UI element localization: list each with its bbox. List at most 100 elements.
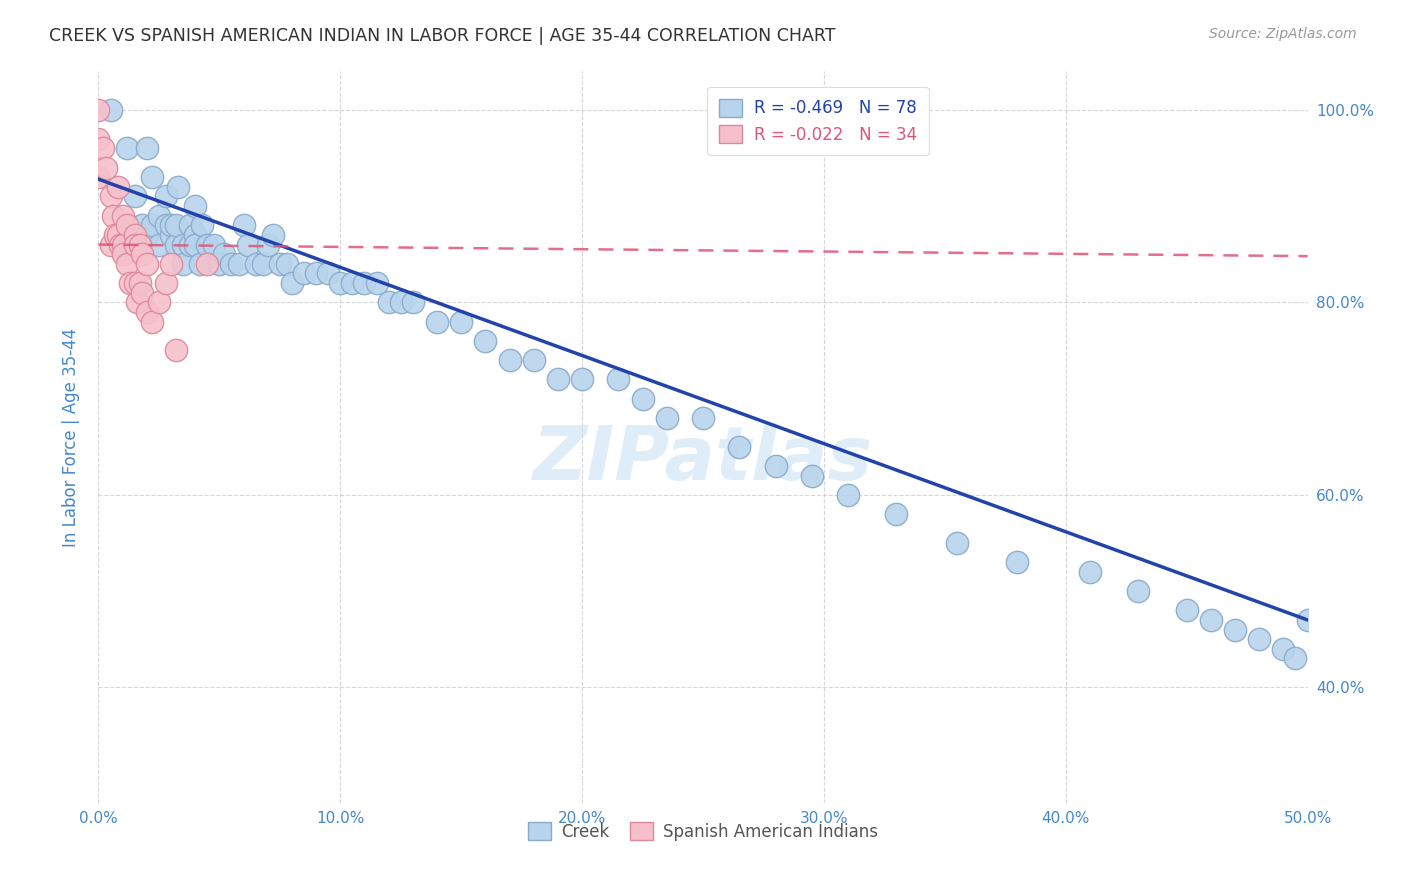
Point <box>111 237 134 252</box>
Point <box>837 488 859 502</box>
Point <box>117 219 139 233</box>
Point <box>571 372 593 386</box>
Point <box>252 257 274 271</box>
Point <box>212 247 235 261</box>
Point <box>165 343 187 358</box>
Point <box>91 141 114 155</box>
Point <box>655 410 678 425</box>
Point <box>131 285 153 300</box>
Point <box>765 458 787 473</box>
Point <box>124 237 146 252</box>
Point <box>108 237 131 252</box>
Point <box>107 227 129 242</box>
Point <box>127 295 149 310</box>
Point <box>523 353 546 368</box>
Point <box>155 189 177 203</box>
Point <box>117 141 139 155</box>
Point <box>124 227 146 242</box>
Point <box>100 237 122 252</box>
Point <box>135 257 157 271</box>
Point <box>1078 565 1101 579</box>
Point <box>228 257 250 271</box>
Text: CREEK VS SPANISH AMERICAN INDIAN IN LABOR FORCE | AGE 35-44 CORRELATION CHART: CREEK VS SPANISH AMERICAN INDIAN IN LABO… <box>49 27 835 45</box>
Point <box>195 237 218 252</box>
Point <box>87 103 110 117</box>
Point <box>107 179 129 194</box>
Point <box>238 237 260 252</box>
Point <box>160 227 183 242</box>
Point <box>148 237 170 252</box>
Point <box>100 189 122 203</box>
Point <box>172 257 194 271</box>
Point <box>607 372 630 386</box>
Point <box>800 468 823 483</box>
Point <box>281 276 304 290</box>
Point <box>165 219 187 233</box>
Point <box>450 315 472 329</box>
Point <box>184 227 207 242</box>
Point <box>184 237 207 252</box>
Point <box>1249 632 1271 647</box>
Point <box>946 536 969 550</box>
Point <box>148 295 170 310</box>
Point <box>389 295 412 310</box>
Point <box>377 295 399 310</box>
Point <box>631 392 654 406</box>
Point <box>167 179 190 194</box>
Point <box>131 219 153 233</box>
Point <box>100 103 122 117</box>
Point <box>141 219 163 233</box>
Point <box>342 276 364 290</box>
Point <box>1175 603 1198 617</box>
Point <box>155 219 177 233</box>
Point <box>87 170 110 185</box>
Point <box>135 227 157 242</box>
Point <box>1296 613 1319 627</box>
Point <box>179 237 201 252</box>
Point <box>141 170 163 185</box>
Point <box>692 410 714 425</box>
Point <box>269 257 291 271</box>
Point <box>165 237 187 252</box>
Point <box>232 219 254 233</box>
Text: Source: ZipAtlas.com: Source: ZipAtlas.com <box>1209 27 1357 41</box>
Point <box>1223 623 1246 637</box>
Point <box>172 237 194 252</box>
Point <box>94 161 117 175</box>
Point <box>179 219 201 233</box>
Point <box>188 257 211 271</box>
Point <box>118 276 141 290</box>
Point <box>135 305 157 319</box>
Point <box>141 315 163 329</box>
Point <box>1284 651 1306 665</box>
Point <box>204 237 226 252</box>
Point <box>124 276 146 290</box>
Point <box>292 267 315 281</box>
Point <box>87 132 110 146</box>
Point <box>402 295 425 310</box>
Point <box>104 227 127 242</box>
Point <box>124 189 146 203</box>
Point <box>353 276 375 290</box>
Point <box>208 257 231 271</box>
Text: ZIPatlas: ZIPatlas <box>533 423 873 496</box>
Point <box>128 276 150 290</box>
Point <box>305 267 328 281</box>
Point <box>195 257 218 271</box>
Point <box>221 257 243 271</box>
Point <box>1272 641 1295 656</box>
Point <box>262 227 284 242</box>
Point <box>474 334 496 348</box>
Point <box>728 440 751 454</box>
Point <box>101 209 124 223</box>
Point <box>426 315 449 329</box>
Point <box>886 507 908 521</box>
Point <box>498 353 520 368</box>
Point <box>366 276 388 290</box>
Point <box>1007 555 1029 569</box>
Point <box>117 257 139 271</box>
Legend: Creek, Spanish American Indians: Creek, Spanish American Indians <box>520 814 886 849</box>
Point <box>111 247 134 261</box>
Point <box>160 257 183 271</box>
Point <box>131 247 153 261</box>
